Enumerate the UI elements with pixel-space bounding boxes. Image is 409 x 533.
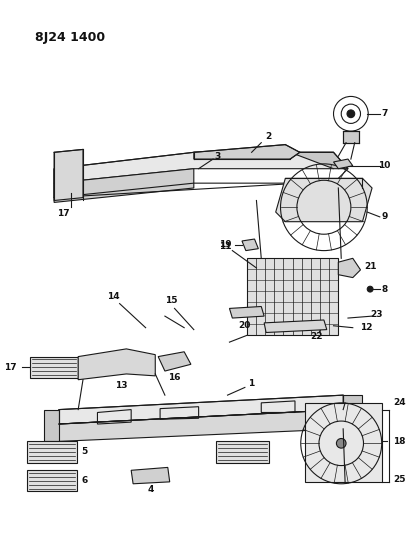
Text: 23: 23 — [371, 310, 383, 319]
Polygon shape — [78, 349, 155, 379]
Text: 25: 25 — [393, 475, 406, 484]
Text: 1: 1 — [249, 379, 255, 388]
Polygon shape — [45, 409, 59, 441]
Polygon shape — [131, 467, 170, 484]
Polygon shape — [247, 259, 338, 335]
Text: 5: 5 — [81, 448, 87, 456]
Text: 22: 22 — [310, 332, 322, 341]
Circle shape — [367, 286, 373, 292]
Text: 2: 2 — [265, 132, 271, 141]
Text: 7: 7 — [382, 109, 388, 118]
Text: 3: 3 — [215, 152, 221, 160]
Polygon shape — [343, 131, 359, 143]
Text: 17: 17 — [57, 209, 70, 219]
Polygon shape — [229, 306, 264, 318]
Text: 19: 19 — [219, 240, 231, 249]
Polygon shape — [30, 357, 78, 378]
Polygon shape — [333, 159, 353, 169]
Text: 15: 15 — [165, 296, 178, 305]
Polygon shape — [264, 320, 327, 333]
Polygon shape — [59, 409, 343, 441]
Text: 6: 6 — [81, 477, 87, 486]
Polygon shape — [158, 352, 191, 371]
Text: 4: 4 — [147, 485, 154, 494]
Polygon shape — [194, 144, 300, 159]
Polygon shape — [216, 441, 269, 463]
Polygon shape — [290, 152, 348, 169]
Polygon shape — [338, 259, 360, 278]
Text: 21: 21 — [364, 262, 377, 271]
Polygon shape — [54, 152, 333, 183]
Text: 20: 20 — [239, 321, 251, 330]
Polygon shape — [59, 395, 343, 424]
Text: 18: 18 — [393, 437, 406, 446]
Text: 8J24 1400: 8J24 1400 — [35, 31, 105, 44]
Polygon shape — [27, 470, 77, 491]
Text: 12: 12 — [360, 323, 373, 332]
Polygon shape — [54, 169, 194, 203]
Text: 11: 11 — [219, 242, 232, 251]
Circle shape — [347, 110, 355, 118]
Polygon shape — [305, 403, 382, 482]
Text: 10: 10 — [378, 161, 391, 171]
Circle shape — [337, 439, 346, 448]
Polygon shape — [27, 441, 77, 463]
Polygon shape — [242, 239, 258, 251]
Polygon shape — [343, 395, 362, 429]
Text: 14: 14 — [108, 293, 120, 301]
Text: 24: 24 — [393, 398, 406, 407]
Text: 8: 8 — [382, 285, 388, 294]
Ellipse shape — [310, 304, 338, 322]
Polygon shape — [276, 179, 372, 222]
Text: 9: 9 — [382, 212, 388, 221]
Text: 16: 16 — [168, 373, 181, 382]
Text: 13: 13 — [115, 381, 128, 390]
Polygon shape — [54, 149, 83, 200]
Text: 17: 17 — [4, 362, 16, 372]
